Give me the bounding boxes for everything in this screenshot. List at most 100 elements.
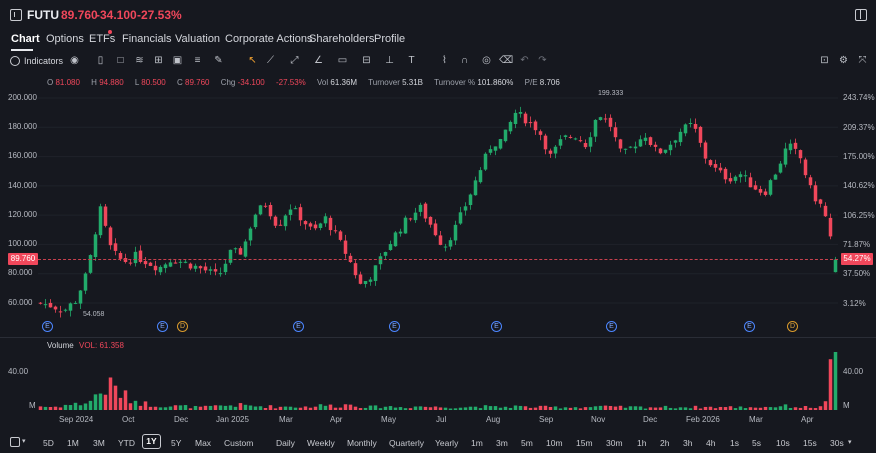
fullscreen-icon[interactable]: ⤧ (858, 55, 867, 66)
measure-icon[interactable]: ⊥ (385, 55, 394, 66)
range-5d[interactable]: 5D (43, 438, 54, 448)
layout-icon[interactable]: □ (117, 55, 124, 66)
undo-icon[interactable]: ↶ (520, 55, 529, 66)
tab-options[interactable]: Options (46, 33, 84, 45)
fib-icon[interactable]: ⊟ (362, 55, 371, 66)
redo-icon[interactable]: ↷ (538, 55, 547, 66)
screenshot-icon[interactable]: ⊡ (820, 55, 829, 66)
tab-profile[interactable]: Profile (374, 33, 406, 45)
volume-bar (608, 405, 613, 410)
candle-body (253, 214, 258, 228)
range-1y[interactable]: 1Y (142, 434, 161, 449)
earnings-event-icon[interactable]: E (293, 321, 304, 332)
replay-icon[interactable]: ◉ (70, 55, 79, 66)
volume-bar (248, 405, 253, 410)
brush-icon[interactable]: ⌇ (442, 55, 447, 66)
earnings-event-icon[interactable]: E (491, 321, 502, 332)
compare-icon[interactable]: ⊞ (154, 55, 163, 66)
range-ytd[interactable]: YTD (118, 438, 135, 448)
volume-bar (438, 407, 443, 410)
volume-bar (233, 406, 238, 410)
interval-yearly[interactable]: Yearly (435, 438, 459, 448)
range-custom[interactable]: Custom (224, 438, 254, 448)
earnings-event-icon[interactable]: E (744, 321, 755, 332)
volume-bar (183, 405, 188, 410)
interval-30s[interactable]: 30s (830, 438, 844, 448)
current-price-tag: 89.760 (8, 253, 38, 265)
interval-15m[interactable]: 15m (576, 438, 593, 448)
interval-1h[interactable]: 1h (637, 438, 647, 448)
tab-shareholders[interactable]: Shareholders (309, 33, 375, 45)
price-change-percent: -27.53% (137, 8, 182, 22)
trend-line-icon[interactable]: ⟋ (267, 55, 274, 66)
volume-bar (343, 404, 348, 410)
ticker-icon[interactable] (10, 9, 22, 21)
visibility-icon[interactable]: ◎ (482, 55, 491, 66)
align-icon[interactable]: ≡ (194, 55, 201, 66)
magnet-icon[interactable]: ∩ (460, 55, 469, 66)
earnings-event-icon[interactable]: E (606, 321, 617, 332)
volume-bar (758, 407, 763, 410)
candle-body (223, 263, 228, 273)
side-panel-toggle-icon[interactable] (855, 9, 867, 21)
interval-2h[interactable]: 2h (660, 438, 670, 448)
tab-chart[interactable]: Chart (11, 33, 40, 45)
tab-financials[interactable]: Financials (122, 33, 172, 45)
cursor-icon[interactable]: ↖ (248, 55, 257, 66)
interval-quarterly[interactable]: Quarterly (389, 438, 424, 448)
interval-3h[interactable]: 3h (683, 438, 693, 448)
date-tick: Aug (486, 415, 501, 424)
layers-icon[interactable]: ≋ (135, 55, 144, 66)
settings-gear-icon[interactable]: ⚙ (839, 55, 848, 66)
interval-weekly[interactable]: Weekly (307, 438, 335, 448)
chevron-down-icon[interactable]: ▾ (22, 438, 26, 445)
volume-bar (603, 405, 608, 410)
interval-1s[interactable]: 1s (730, 438, 739, 448)
volume-bar (338, 407, 343, 410)
earnings-event-icon[interactable]: E (157, 321, 168, 332)
candle-body (168, 262, 173, 267)
interval-5m[interactable]: 5m (521, 438, 533, 448)
volume-bar (238, 403, 243, 410)
interval-15s[interactable]: 15s (803, 438, 817, 448)
dividend-event-icon[interactable]: D (177, 321, 188, 332)
volume-bar (288, 406, 293, 410)
interval-10s[interactable]: 10s (776, 438, 790, 448)
interval-1m[interactable]: 1m (471, 438, 483, 448)
interval-monthly[interactable]: Monthly (347, 438, 377, 448)
tab-etfs[interactable]: ETFs (89, 33, 116, 45)
channel-icon[interactable]: ∠ (314, 55, 323, 66)
indicators-button[interactable]: Indicators (24, 56, 64, 66)
interval-30m[interactable]: 30m (606, 438, 623, 448)
tab-corporate-actions[interactable]: Corporate Actions (225, 33, 313, 45)
interval-daily[interactable]: Daily (276, 438, 295, 448)
draw-mode-icon[interactable]: ✎ (214, 55, 223, 66)
volume-bar (628, 406, 633, 410)
interval-3m[interactable]: 3m (496, 438, 508, 448)
ray-icon[interactable]: ⤢ (290, 55, 299, 66)
range-5y[interactable]: 5Y (171, 438, 182, 448)
tab-valuation[interactable]: Valuation (175, 33, 221, 45)
delete-icon[interactable]: ⌫ (499, 55, 514, 66)
interval-10m[interactable]: 10m (546, 438, 563, 448)
range-max[interactable]: Max (195, 438, 212, 448)
range-3m[interactable]: 3M (93, 438, 105, 448)
dividend-event-icon[interactable]: D (787, 321, 798, 332)
template-icon[interactable]: ▣ (172, 55, 183, 66)
candle-body (573, 138, 578, 140)
candle-body (618, 139, 623, 149)
shapes-icon[interactable]: ▭ (337, 55, 348, 66)
earnings-event-icon[interactable]: E (389, 321, 400, 332)
earnings-event-icon[interactable]: E (42, 321, 53, 332)
text-icon[interactable]: T (408, 55, 415, 66)
calendar-icon[interactable] (10, 437, 20, 447)
range-1m[interactable]: 1M (67, 438, 79, 448)
candle-type-icon[interactable]: ▯ (97, 55, 104, 66)
interval-4h[interactable]: 4h (706, 438, 716, 448)
pane-divider[interactable] (0, 337, 876, 338)
volume-bar (658, 407, 663, 410)
chevron-down-icon[interactable]: ▾ (848, 439, 852, 446)
interval-5s[interactable]: 5s (752, 438, 761, 448)
indicators-icon[interactable] (10, 56, 20, 66)
